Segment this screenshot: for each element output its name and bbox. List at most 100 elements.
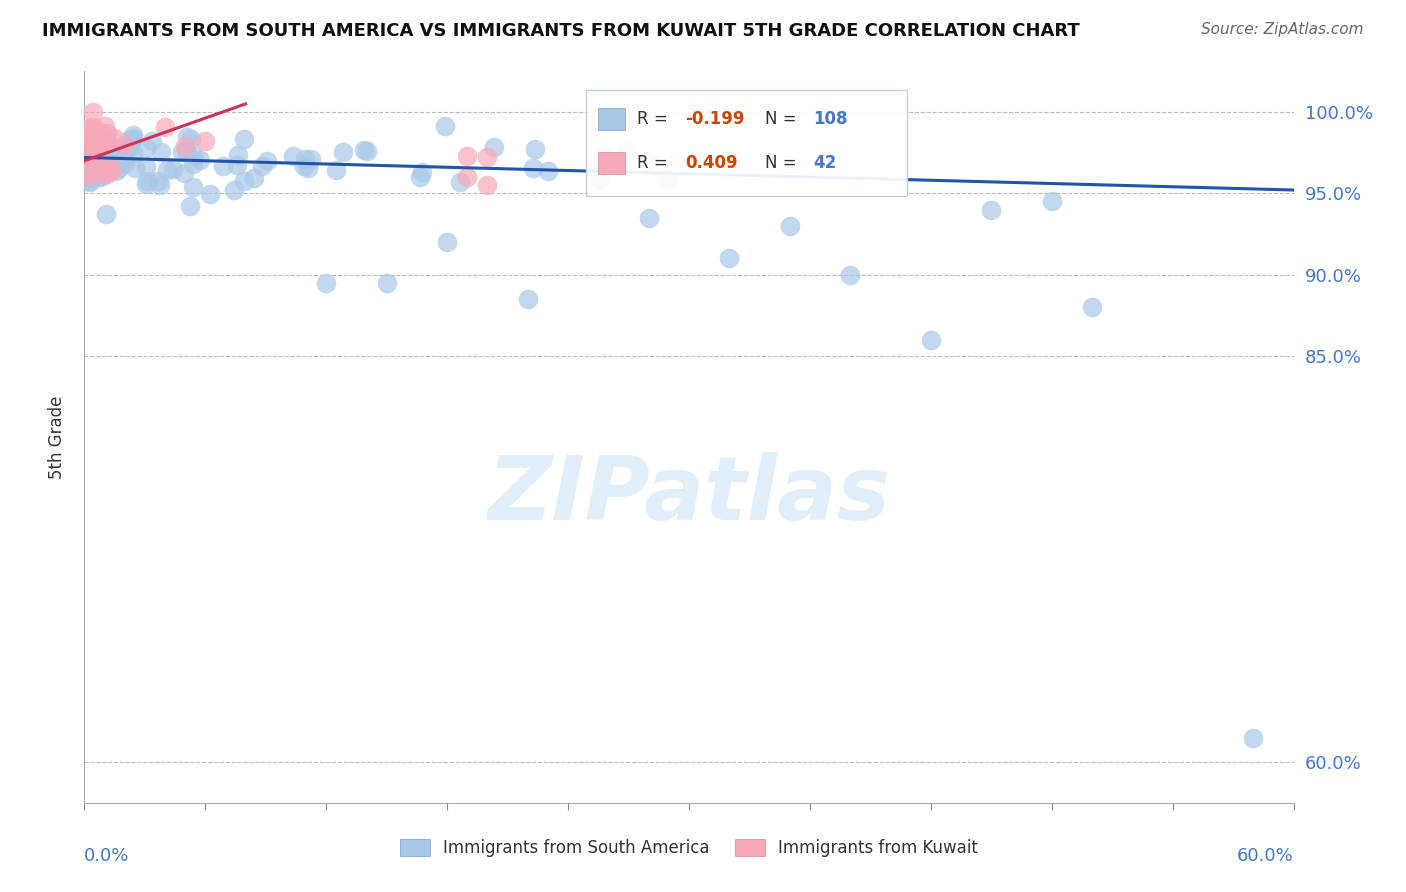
Point	[136, 174, 159, 188]
Point	[94, 134, 117, 148]
Point	[76, 123, 98, 137]
Point	[91, 169, 114, 183]
Point	[637, 153, 659, 168]
Point	[107, 161, 129, 176]
Text: 60.0%: 60.0%	[1237, 847, 1294, 864]
Text: N =: N =	[765, 153, 801, 172]
Point	[89, 144, 111, 158]
Point	[111, 154, 134, 169]
Point	[408, 169, 430, 184]
Point	[87, 162, 110, 177]
Point	[588, 172, 610, 186]
Point	[75, 153, 97, 168]
Point	[98, 159, 121, 173]
Point	[325, 163, 347, 178]
Text: 108: 108	[814, 110, 848, 128]
Point	[86, 124, 108, 138]
Text: R =: R =	[637, 153, 673, 172]
Point	[104, 155, 127, 169]
Point	[112, 151, 135, 165]
Point	[114, 156, 136, 170]
Point	[82, 120, 104, 135]
Point	[82, 105, 104, 120]
Point	[79, 175, 101, 189]
Point	[148, 174, 170, 188]
Point	[121, 133, 143, 147]
Point	[75, 148, 97, 162]
Point	[222, 183, 245, 197]
Point	[522, 161, 544, 176]
Point	[87, 138, 110, 153]
Point	[91, 169, 114, 183]
Point	[82, 151, 104, 165]
Point	[135, 178, 157, 192]
Point	[79, 149, 101, 163]
Point	[292, 159, 315, 173]
Point	[375, 276, 398, 290]
Point	[76, 145, 98, 160]
FancyBboxPatch shape	[586, 90, 907, 195]
Text: ZIPatlas: ZIPatlas	[488, 452, 890, 539]
Text: -0.199: -0.199	[685, 110, 745, 128]
Point	[281, 149, 304, 163]
Point	[76, 139, 98, 153]
Point	[79, 123, 101, 137]
Point	[124, 161, 146, 175]
Point	[839, 268, 862, 282]
Bar	[599, 152, 624, 174]
Point	[79, 149, 101, 163]
Point	[93, 128, 115, 143]
Point	[101, 144, 124, 158]
Point	[79, 146, 101, 161]
Point	[456, 169, 478, 184]
Point	[180, 132, 202, 146]
Point	[90, 145, 112, 160]
Point	[150, 145, 173, 159]
Point	[353, 143, 375, 157]
Point	[103, 131, 125, 145]
Point	[449, 175, 471, 189]
Point	[162, 161, 184, 176]
Point	[96, 207, 118, 221]
Point	[75, 173, 97, 187]
Point	[173, 166, 195, 180]
Point	[83, 131, 105, 145]
Point	[156, 162, 179, 177]
Point	[101, 150, 124, 164]
Point	[591, 160, 613, 174]
Point	[75, 151, 97, 165]
Point	[332, 145, 354, 159]
Point	[294, 152, 316, 166]
Point	[114, 136, 136, 151]
Point	[135, 141, 157, 155]
Point	[477, 178, 499, 193]
Point	[122, 131, 145, 145]
Point	[79, 136, 101, 150]
Point	[179, 199, 201, 213]
Point	[434, 119, 457, 133]
Text: N =: N =	[765, 110, 801, 128]
Point	[299, 152, 322, 166]
Point	[75, 127, 97, 141]
Point	[80, 150, 103, 164]
Point	[516, 292, 538, 306]
Point	[174, 139, 197, 153]
Point	[87, 154, 110, 169]
Point	[79, 140, 101, 154]
Point	[779, 219, 801, 233]
Text: Source: ZipAtlas.com: Source: ZipAtlas.com	[1201, 22, 1364, 37]
Point	[477, 150, 499, 164]
Point	[105, 163, 128, 178]
Point	[614, 145, 637, 160]
Point	[114, 142, 136, 156]
Point	[1241, 731, 1264, 745]
Point	[411, 165, 433, 179]
Text: 42: 42	[814, 153, 837, 172]
Point	[591, 149, 613, 163]
Point	[79, 160, 101, 174]
Point	[181, 157, 204, 171]
Point	[242, 170, 264, 185]
Bar	[599, 108, 624, 130]
Point	[1081, 300, 1104, 314]
Point	[75, 169, 97, 183]
